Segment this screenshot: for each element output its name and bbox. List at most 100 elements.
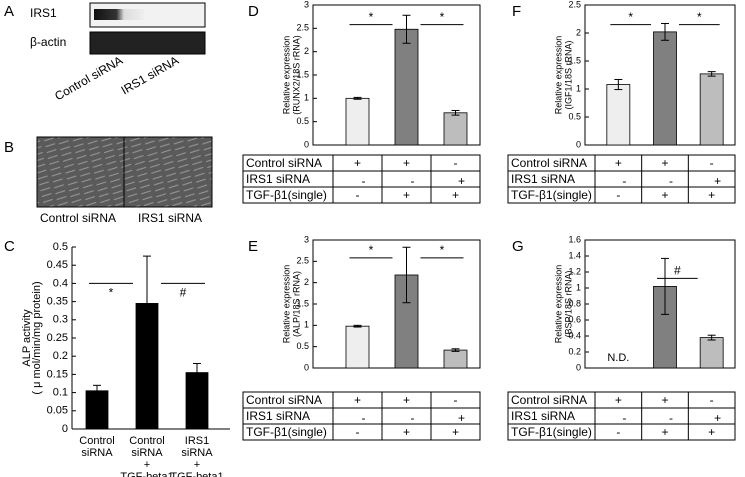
significance-mark: #	[180, 286, 187, 300]
y-tick-label: 1.2	[568, 266, 581, 276]
bar	[699, 337, 724, 369]
significance-mark: *	[369, 10, 374, 24]
significance-mark: *	[440, 10, 445, 24]
condition-mark: -	[669, 411, 673, 425]
y-axis-label: (ALP/18S rRNA)	[291, 271, 301, 337]
condition-table	[507, 154, 736, 204]
condition-table	[242, 154, 481, 204]
condition-mark: +	[661, 425, 668, 439]
annotation: N.D.	[607, 352, 629, 364]
condition-table	[507, 391, 736, 441]
lane-label: Control siRNA	[52, 53, 125, 103]
condition-name: TGF-β1(single)	[246, 425, 327, 439]
condition-mark: +	[354, 156, 361, 170]
y-tick-label: 0	[304, 139, 309, 149]
y-tick-label: 1.5	[296, 298, 309, 308]
y-tick-label: 0.6	[568, 314, 581, 324]
bar	[606, 84, 631, 146]
panel-letter: C	[4, 238, 15, 255]
condition-mark: -	[362, 411, 366, 425]
y-axis-label: Relative expression	[281, 265, 291, 344]
y-tick-label: 0.5	[53, 241, 68, 253]
y-tick-label: 0.5	[296, 116, 309, 126]
y-tick-label: 0.3	[53, 314, 68, 326]
y-tick-label: 0.25	[47, 332, 68, 344]
image-label: Control siRNA	[40, 211, 116, 225]
y-tick-label: 3	[304, 234, 309, 244]
condition-mark: +	[452, 425, 459, 439]
condition-mark: -	[622, 411, 626, 425]
significance-mark: #	[674, 264, 681, 278]
condition-mark: +	[661, 393, 668, 407]
condition-mark: +	[403, 425, 410, 439]
bar	[699, 73, 724, 146]
y-axis-label: Relative expression	[281, 36, 291, 115]
condition-mark: +	[452, 188, 459, 202]
condition-mark: -	[616, 188, 620, 202]
y-axis-label: (IGF1/18S rRNA)	[563, 40, 573, 109]
condition-mark: +	[661, 188, 668, 202]
condition-name: IRS1 siRNA	[246, 172, 310, 186]
significance-mark: *	[109, 286, 114, 300]
condition-mark: +	[708, 188, 715, 202]
condition-mark: -	[356, 188, 360, 202]
y-tick-label: 0.4	[568, 330, 581, 340]
significance-mark: *	[628, 10, 633, 24]
y-tick-label: 0.2	[568, 346, 581, 356]
y-tick-label: 3	[304, 0, 309, 9]
condition-name: Control siRNA	[511, 393, 587, 407]
x-tick-label: Control	[129, 435, 164, 447]
y-tick-label: 1.6	[568, 234, 581, 244]
condition-mark: -	[362, 174, 366, 188]
y-tick-label: 2.5	[296, 23, 309, 33]
blot-band	[94, 9, 144, 20]
panel-letter: A	[4, 3, 14, 20]
x-tick-label: Control	[79, 435, 114, 447]
bar	[443, 112, 468, 146]
y-tick-label: 0.8	[568, 298, 581, 308]
y-tick-label: 0.2	[53, 350, 68, 362]
condition-mark: +	[661, 156, 668, 170]
y-tick-label: 1.5	[568, 55, 581, 65]
condition-mark: +	[403, 156, 410, 170]
condition-table	[242, 391, 481, 441]
y-tick-label: 0	[576, 139, 581, 149]
y-tick-label: 0.05	[47, 405, 68, 417]
y-tick-label: 0.45	[47, 259, 68, 271]
y-tick-label: 0.4	[53, 277, 68, 289]
y-tick-label: 1	[576, 282, 581, 292]
condition-name: IRS1 siRNA	[511, 409, 575, 423]
y-tick-label: 0.5	[296, 341, 309, 351]
condition-mark: +	[354, 393, 361, 407]
y-axis-label: Relative expression	[553, 265, 563, 344]
x-tick-label: +	[194, 459, 200, 471]
y-tick-label: 1.5	[296, 69, 309, 79]
y-tick-label: 0	[62, 423, 68, 435]
y-tick-label: 2	[576, 27, 581, 37]
y-tick-label: 0.35	[47, 296, 68, 308]
condition-name: TGF-β1(single)	[511, 188, 592, 202]
y-tick-label: 2.5	[568, 0, 581, 9]
y-tick-label: 0.5	[568, 111, 581, 121]
condition-mark: +	[615, 156, 622, 170]
condition-mark: +	[615, 393, 622, 407]
bar	[345, 97, 370, 146]
condition-name: Control siRNA	[511, 156, 587, 170]
significance-mark: *	[440, 243, 445, 257]
panel-letter: E	[248, 238, 258, 255]
blot-row-label: IRS1	[30, 6, 57, 20]
y-tick-label: 0	[304, 362, 309, 372]
condition-mark: +	[403, 393, 410, 407]
image-label: IRS1 siRNA	[138, 211, 202, 225]
x-tick-label: siRNA	[81, 447, 113, 459]
bar	[443, 349, 468, 369]
condition-mark: +	[458, 174, 465, 188]
y-tick-label: 1	[576, 83, 581, 93]
y-tick-label: 2	[304, 46, 309, 56]
condition-mark: +	[458, 411, 465, 425]
condition-mark: -	[669, 174, 673, 188]
panel-letter: D	[248, 3, 259, 20]
significance-mark: *	[369, 243, 374, 257]
condition-mark: -	[616, 425, 620, 439]
